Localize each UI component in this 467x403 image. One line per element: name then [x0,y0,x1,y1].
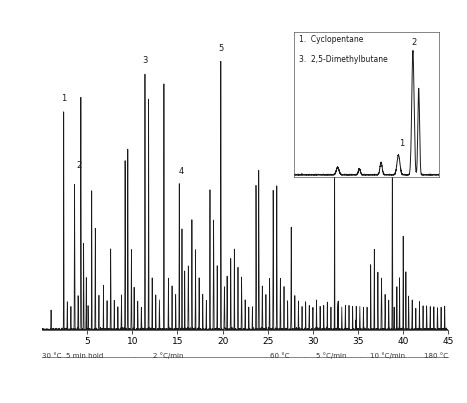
Text: 2 °C/min: 2 °C/min [153,353,184,359]
Text: 4: 4 [178,167,184,176]
Text: 7: 7 [389,103,395,112]
Text: 1.  Cyclopentane: 1. Cyclopentane [298,35,363,44]
Text: 3: 3 [142,56,148,65]
Text: 180 °C: 180 °C [425,353,448,359]
Text: 1: 1 [61,94,66,103]
Text: 2: 2 [77,161,82,170]
Text: 3.  2,5-Dimethylbutane: 3. 2,5-Dimethylbutane [298,56,387,64]
Text: 2: 2 [412,38,417,47]
Text: 5: 5 [218,44,223,53]
Text: 5 °C/min: 5 °C/min [316,353,347,359]
Text: 10 °C/min: 10 °C/min [370,353,405,359]
Text: 60 °C: 60 °C [270,353,290,359]
Text: 6: 6 [332,123,337,132]
Text: 30 °C  5 min hold: 30 °C 5 min hold [42,353,103,359]
Text: 1: 1 [399,139,404,147]
